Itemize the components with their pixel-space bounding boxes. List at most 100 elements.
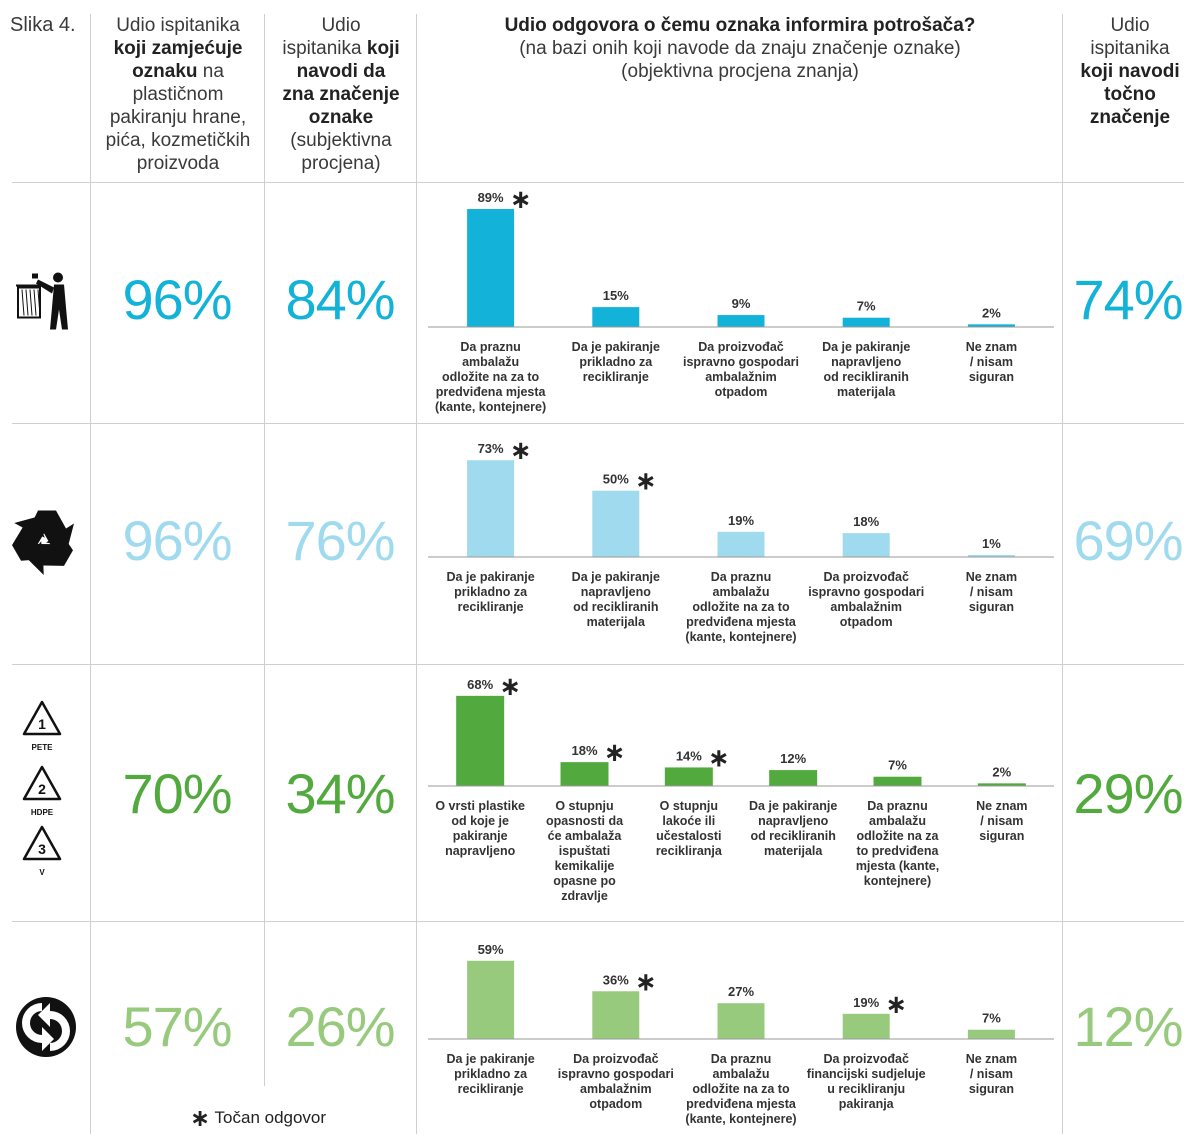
resin-code-label: HDPE [31,808,54,817]
bar-value-label: 7% [857,299,876,314]
bar-value-label: 59% [478,942,504,957]
header-chart-column: Udio odgovora o čemu oznaka informira po… [420,14,1060,83]
category-label: Ne znam / nisam siguran [976,799,1027,843]
header-text: koji navodi [1080,61,1180,82]
bar-value-label: 15% [603,288,629,303]
header-line: Udio [268,14,414,37]
green-dot-icon [16,997,76,1057]
header-notice-column: Udio ispitanika koji zamjećuje oznaku na p… [94,14,262,175]
notice-percentage: 57% [122,995,232,1058]
category-label: Da proizvođač financijski sudjeluje u reci… [807,1052,926,1111]
row-divider [12,664,1184,665]
legend-text: Točan odgovor [214,1108,327,1127]
resin-code-icon: 2 HDPE [22,765,62,817]
header-text: oznaku [132,61,198,82]
row-divider [12,423,1184,424]
header-line: pića, kozmetičkih [94,129,262,152]
header-text: pića, kozmetičkih [105,130,251,151]
header-line: (subjektivna [268,129,414,152]
header-text: Udio ispitanika [116,15,240,36]
chart-column-title: Udio odgovora o čemu oznaka informira po… [504,15,976,36]
category-label: Da praznu ambalažu odložite na za to predvi… [685,1052,797,1126]
resin-code-number: 3 [38,841,46,857]
category-label: O stupnju opasnosti da će ambalaža ispuštat… [546,799,624,903]
category-label: O stupnju lakoće ili učestalosti recikliran… [656,799,723,858]
category-label: Ne znam / nisam siguran [966,1052,1017,1096]
header-text: zna značenje [282,84,400,105]
bar [967,324,1015,327]
bar [717,315,765,327]
bar-value-label: 27% [728,984,754,999]
header-line: ispitanika koji [268,37,414,60]
bar [977,783,1026,786]
bar-value-label: 2% [982,305,1001,320]
correct-percentage: 69% [1073,508,1183,572]
header-text: značenje [1089,107,1171,128]
header-line: plastičnom [94,83,262,106]
header-line: navodi da [268,60,414,83]
category-label: Da proizvođač ispravno gospodari ambalažni… [683,340,799,399]
bar [842,317,890,327]
bar-value-label: 89% [478,190,504,205]
header-text: pakiranju hrane, [109,107,247,128]
figure-label: Slika 4. [10,14,76,36]
bar-value-label: 73% [478,441,504,456]
bar-value-label: 9% [732,296,751,311]
header-text: točno [1104,84,1156,105]
bar-value-label: 14% [676,748,702,763]
row-divider [12,182,1184,183]
header-line: proizvoda [94,152,262,175]
header-text: (subjektivna [290,130,392,151]
header-line: ispitanika [1066,37,1194,60]
header-text: koji zamjećuje [113,38,243,59]
category-label: O vrsti plastike od koje je pakiranje napra… [435,799,525,858]
chart-column-subtitle-2: (objektivna procjena znanja) [621,61,859,82]
header-know-column: Udio ispitanika koji navodi da zna značenje… [268,14,414,175]
chart-column-subtitle-1: (na bazi onih koji navode da znaju znače… [519,38,961,59]
header-text: Udio [1110,15,1150,36]
bar [456,695,505,786]
bar-chart: 73% ∗ Da je pakiranje prikladno za reciklira… [428,435,1054,644]
correct-percentage: 29% [1073,761,1183,825]
bar [717,1003,765,1039]
bar [717,531,765,557]
category-label: Ne znam / nisam siguran [966,340,1017,384]
header-text: ispitanika [1090,38,1170,59]
category-label: Da praznu ambalažu odložite na za to predvi… [685,570,797,644]
resin-code-number: 2 [38,781,46,797]
correct-percentage: 74% [1073,267,1183,331]
header-line: zna značenje [268,83,414,106]
resin-code-icon: 3V [22,825,62,877]
row-divider [12,921,1184,922]
bar-chart: 89% ∗ Da praznu ambalažu odložite na za to pr… [428,184,1054,414]
correct-answer-star-icon: ∗ [885,989,907,1019]
category-label: Da je pakiranje napravljeno od reciklirani… [572,570,660,629]
correct-answer-star-icon: ∗ [635,966,657,996]
grid-divider [264,14,265,1086]
bar [592,490,640,557]
correct-percentage: 12% [1073,995,1183,1058]
bar [842,1013,890,1039]
category-label: Da je pakiranje prikladno za recikliranje [446,570,534,614]
header-line: koji zamjećuje [94,37,262,60]
header-line: oznaku na [94,60,262,83]
notice-percentage: 96% [122,267,232,331]
notice-percentage: 70% [122,761,232,825]
category-label: Da praznu ambalažu odložite na za to predvi… [435,340,547,414]
category-label: Da proizvođač ispravno gospodari ambalažni… [558,1052,674,1111]
resin-code-number: 1 [38,716,46,732]
header-line: Udio [1066,14,1194,37]
bar-chart: 68% ∗ O vrsti plastike od koje je pakiranje n… [428,671,1054,903]
know-percentage: 76% [285,508,395,572]
know-percentage: 26% [285,995,395,1058]
recycle-icon [12,510,74,575]
header-text: proizvoda [136,153,220,174]
category-label: Da je pakiranje prikladno za recikliranje [446,1052,534,1096]
bar [467,960,515,1039]
header-line: koji navodi [1066,60,1194,83]
correct-answer-star-icon: ∗ [499,671,521,701]
bar-value-label: 36% [603,972,629,987]
bar [467,460,515,557]
header-line: značenje [1066,106,1194,129]
header-text: na [197,61,224,82]
